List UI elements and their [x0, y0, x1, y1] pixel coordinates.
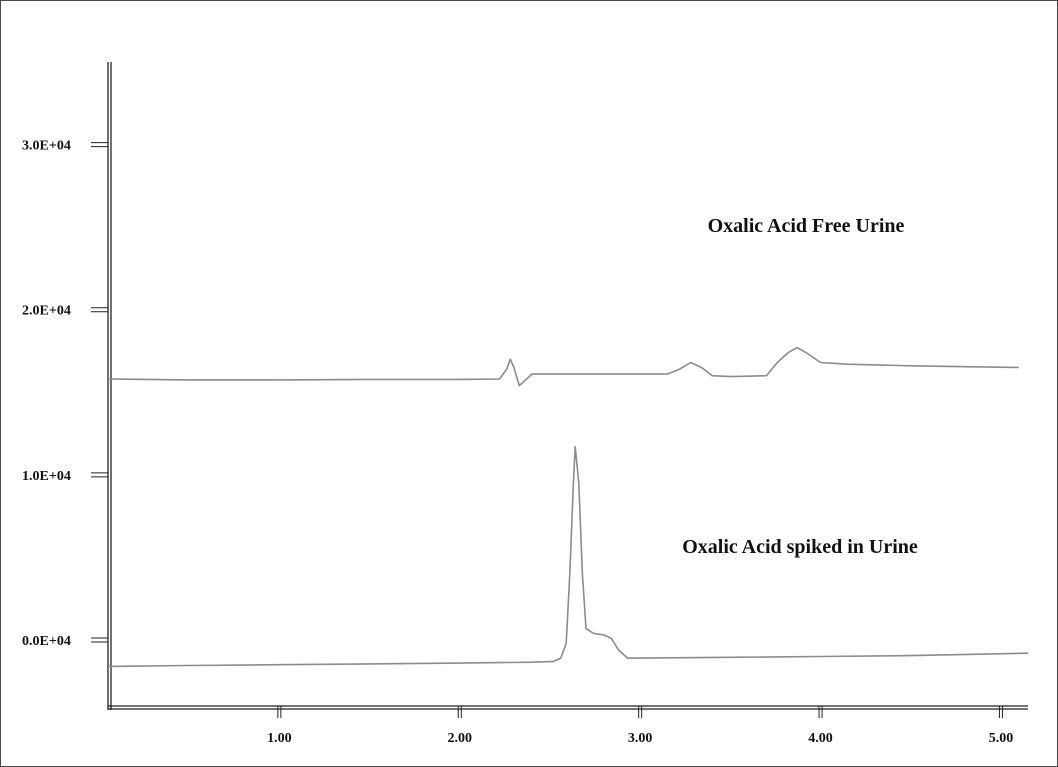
series-lines	[107, 346, 1029, 668]
y-tick-label: 1.0E+04	[22, 469, 71, 484]
series-labels: Oxalic Acid Free Urine Oxalic Acid spike…	[682, 215, 918, 558]
x-tick-label: 4.00	[808, 731, 833, 746]
y-tick-label: 2.0E+04	[22, 304, 71, 319]
y-ticks: 0.0E+04 1.0E+04 2.0E+04 3.0E+04	[22, 139, 108, 649]
series-line-free-urine	[107, 346, 1020, 387]
x-tick-label: 5.00	[989, 731, 1014, 746]
y-tick-label: 0.0E+04	[22, 634, 71, 649]
y-tick-label: 3.0E+04	[22, 139, 71, 154]
series-label-spiked-urine: Oxalic Acid spiked in Urine	[682, 536, 918, 558]
x-tick-label: 1.00	[267, 731, 292, 746]
x-tick-label: 2.00	[448, 731, 473, 746]
x-tick-label: 3.00	[628, 731, 653, 746]
axes	[107, 62, 1028, 710]
x-ticks: 1.00 2.00 3.00 4.00 5.00	[267, 706, 1013, 746]
series-label-free-urine: Oxalic Acid Free Urine	[708, 215, 905, 237]
series-line-spiked-urine	[107, 445, 1029, 668]
